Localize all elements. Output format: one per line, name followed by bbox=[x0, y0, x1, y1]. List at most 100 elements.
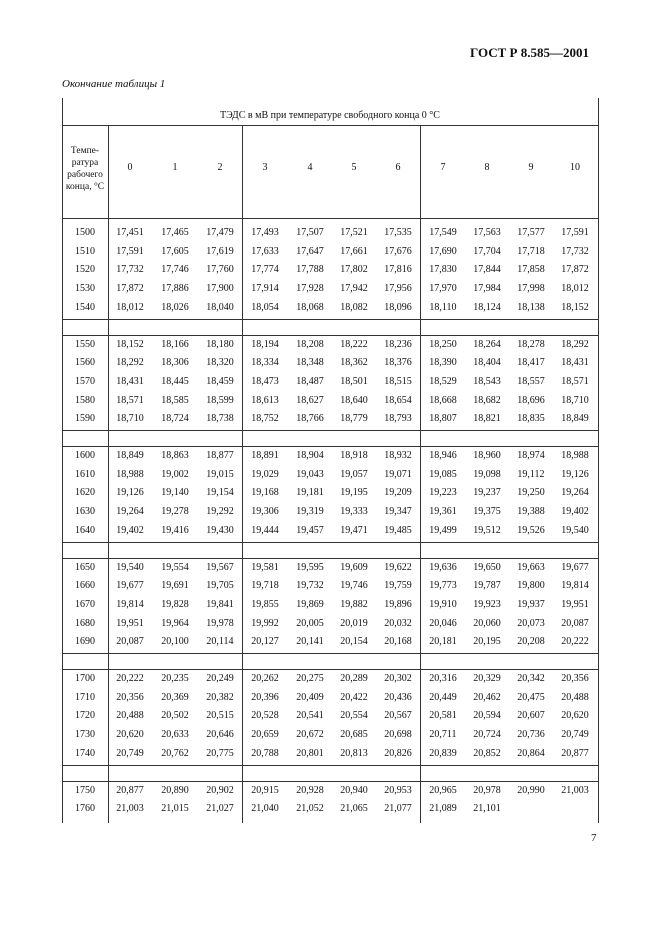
cell-value: 18,264 bbox=[473, 338, 501, 350]
cell-value: 17,549 bbox=[429, 227, 457, 238]
cell-value: 20,554 bbox=[340, 710, 368, 722]
temperature: 1660 bbox=[75, 580, 95, 592]
temperature: 1730 bbox=[75, 729, 95, 741]
cell-value: 17,956 bbox=[384, 283, 412, 295]
cell-value: 17,479 bbox=[206, 227, 234, 238]
cell-value: 17,661 bbox=[340, 245, 368, 257]
cell-value: 18,054 bbox=[251, 301, 279, 313]
cell-value: 21,040 bbox=[251, 803, 279, 815]
cell-value: 20,289 bbox=[340, 673, 368, 684]
table-rule bbox=[62, 780, 598, 782]
cell-value: 18,738 bbox=[206, 413, 234, 425]
cell-value: 20,581 bbox=[429, 710, 457, 722]
cell-value: 18,849 bbox=[116, 450, 144, 461]
column-header: 10 bbox=[570, 162, 580, 173]
table-title: ТЭДС в мВ при температуре свободного кон… bbox=[220, 110, 440, 121]
cell-value: 18,222 bbox=[340, 338, 368, 350]
cell-value: 19,800 bbox=[517, 580, 545, 592]
cell-value: 20,409 bbox=[296, 691, 324, 703]
cell-value: 17,760 bbox=[206, 264, 234, 276]
cell-value: 20,195 bbox=[473, 636, 501, 648]
cell-value: 19,910 bbox=[429, 598, 457, 610]
cell-value: 17,830 bbox=[429, 264, 457, 276]
cell-value: 19,636 bbox=[429, 561, 457, 573]
cell-value: 20,902 bbox=[206, 784, 234, 796]
cell-value: 20,032 bbox=[384, 617, 412, 629]
cell-value: 19,992 bbox=[251, 617, 279, 629]
cell-value: 19,278 bbox=[161, 506, 189, 518]
cell-value: 19,181 bbox=[296, 487, 324, 499]
cell-value: 21,027 bbox=[206, 803, 234, 815]
cell-value: 18,654 bbox=[384, 394, 412, 406]
cell-value: 21,089 bbox=[429, 803, 457, 815]
temperature: 1710 bbox=[75, 691, 95, 703]
cell-value: 17,704 bbox=[473, 245, 501, 257]
cell-value: 19,112 bbox=[517, 468, 545, 480]
cell-value: 18,807 bbox=[429, 413, 457, 425]
cell-value: 18,431 bbox=[116, 375, 144, 387]
column-header: 1 bbox=[172, 162, 178, 173]
cell-value: 20,839 bbox=[429, 747, 457, 759]
cell-value: 17,465 bbox=[161, 227, 189, 238]
cell-value: 19,375 bbox=[473, 506, 501, 518]
cell-value: 19,554 bbox=[161, 561, 189, 573]
cell-value: 20,488 bbox=[116, 710, 144, 722]
cell-value: 19,457 bbox=[296, 524, 324, 536]
cell-value: 20,990 bbox=[517, 784, 545, 796]
cell-value: 20,127 bbox=[251, 636, 279, 648]
cell-value: 19,015 bbox=[206, 468, 234, 480]
temperature: 1520 bbox=[75, 264, 95, 276]
table-border bbox=[598, 98, 599, 823]
cell-value: 17,577 bbox=[517, 227, 545, 238]
cell-value: 19,691 bbox=[161, 580, 189, 592]
cell-value: 18,835 bbox=[517, 413, 545, 425]
temperature: 1630 bbox=[75, 506, 95, 518]
table-rule bbox=[62, 125, 598, 126]
column-header: 5 bbox=[351, 162, 357, 173]
cell-value: 19,650 bbox=[473, 561, 501, 573]
cell-value: 19,923 bbox=[473, 598, 501, 610]
page-number: 7 bbox=[591, 832, 597, 844]
cell-value: 17,746 bbox=[161, 264, 189, 276]
cell-value: 20,087 bbox=[561, 617, 589, 629]
cell-value: 17,984 bbox=[473, 283, 501, 295]
cell-value: 17,676 bbox=[384, 245, 412, 257]
cell-value: 20,890 bbox=[161, 784, 189, 796]
cell-value: 18,040 bbox=[206, 301, 234, 313]
cell-value: 20,422 bbox=[340, 691, 368, 703]
cell-value: 20,046 bbox=[429, 617, 457, 629]
temperature: 1620 bbox=[75, 487, 95, 499]
cell-value: 20,646 bbox=[206, 729, 234, 741]
cell-value: 18,124 bbox=[473, 301, 501, 313]
cell-value: 20,356 bbox=[116, 691, 144, 703]
cell-value: 20,788 bbox=[251, 747, 279, 759]
cell-value: 17,928 bbox=[296, 283, 324, 295]
cell-value: 20,356 bbox=[561, 673, 589, 684]
cell-value: 18,863 bbox=[161, 450, 189, 461]
cell-value: 20,502 bbox=[161, 710, 189, 722]
table-rule bbox=[62, 557, 598, 559]
cell-value: 21,003 bbox=[561, 784, 589, 796]
cell-value: 18,988 bbox=[116, 468, 144, 480]
cell-value: 21,065 bbox=[340, 803, 368, 815]
cell-value: 19,677 bbox=[116, 580, 144, 592]
table-border bbox=[242, 125, 243, 823]
column-header: 0 bbox=[127, 162, 133, 173]
cell-value: 20,801 bbox=[296, 747, 324, 759]
cell-value: 17,633 bbox=[251, 245, 279, 257]
cell-value: 18,891 bbox=[251, 450, 279, 461]
cell-value: 18,348 bbox=[296, 357, 324, 369]
cell-value: 20,449 bbox=[429, 691, 457, 703]
cell-value: 17,493 bbox=[251, 227, 279, 238]
cell-value: 19,512 bbox=[473, 524, 501, 536]
cell-value: 20,724 bbox=[473, 729, 501, 741]
cell-value: 17,507 bbox=[296, 227, 324, 238]
cell-value: 17,816 bbox=[384, 264, 412, 276]
temperature: 1760 bbox=[75, 803, 95, 815]
cell-value: 19,978 bbox=[206, 617, 234, 629]
row-header: Темпе-ратура рабочего конца, °С bbox=[65, 146, 105, 192]
cell-value: 17,535 bbox=[384, 227, 412, 238]
cell-value: 18,668 bbox=[429, 394, 457, 406]
cell-value: 19,540 bbox=[116, 561, 144, 573]
temperature: 1590 bbox=[75, 413, 95, 425]
